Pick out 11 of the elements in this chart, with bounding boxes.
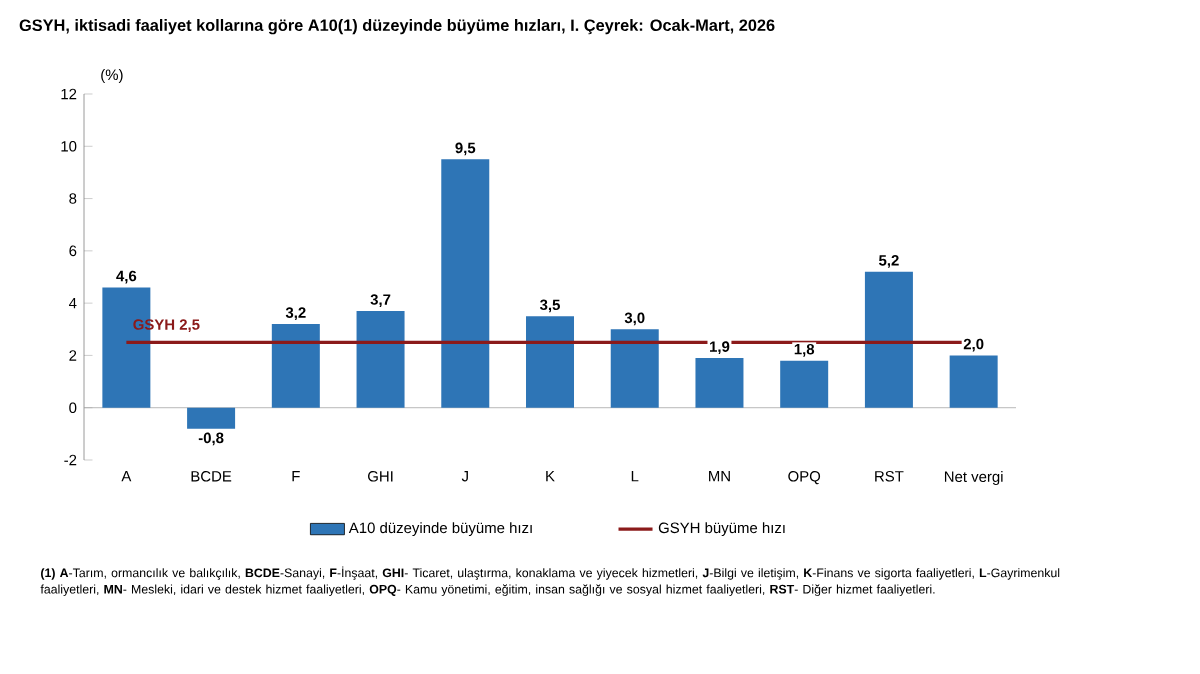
bar xyxy=(864,271,913,408)
bar xyxy=(526,316,575,408)
bar xyxy=(695,358,744,408)
bar xyxy=(271,324,320,408)
bar xyxy=(187,407,236,429)
bar xyxy=(610,329,659,408)
chart-title: GSYH, iktisadi faaliyet kollarına göre A10(1) düzeyinde büyüme hızları, I. Çeyrek: Ocak-Mart, 2026 xyxy=(19,19,775,35)
bar xyxy=(949,355,998,408)
bar xyxy=(441,159,490,408)
bar xyxy=(780,360,829,408)
bar xyxy=(356,310,405,408)
